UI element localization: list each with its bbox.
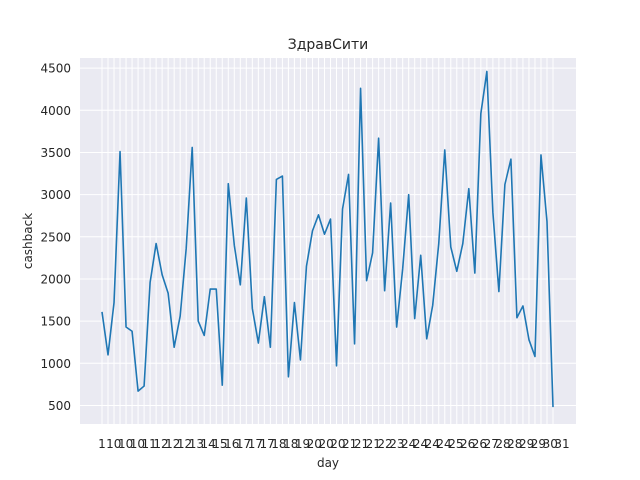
x-tick-label: 10 [118, 437, 133, 451]
cashback-line [101, 70, 554, 408]
x-tick-label: 21 [366, 437, 381, 451]
x-tick-label: 29 [531, 437, 546, 451]
x-tick-label: 31 [554, 437, 569, 451]
x-tick-label: 20 [330, 437, 345, 451]
x-tick-label: 1 [98, 437, 106, 451]
x-tick-label: 24 [401, 437, 416, 451]
x-tick-label: 20 [318, 437, 333, 451]
x-tick-label: 18 [283, 437, 298, 451]
x-tick-label: 26 [472, 437, 487, 451]
series-group [101, 70, 554, 408]
y-tick-label: 2000 [40, 272, 71, 286]
x-tick-label: 28 [507, 437, 522, 451]
y-tick-label: 1500 [40, 315, 71, 329]
x-tick-label: 12 [177, 437, 192, 451]
x-axis-label: day [317, 456, 339, 470]
y-tick-labels: 500 1000 1500 2000 2500 3000 3500 4000 4500 [40, 62, 71, 413]
x-tick-label: 28 [495, 437, 510, 451]
y-tick-label: 3000 [40, 188, 71, 202]
y-tick-label: 1000 [40, 357, 71, 371]
x-tick-label: 24 [413, 437, 428, 451]
x-tick-label: 22 [377, 437, 392, 451]
x-tick-label: 30 [543, 437, 558, 451]
x-tick-label: 13 [189, 437, 204, 451]
x-tick-label: 15 [212, 437, 227, 451]
x-tick-label: 17 [248, 437, 263, 451]
x-tick-label: 20 [307, 437, 322, 451]
x-tick-label: 23 [389, 437, 404, 451]
x-tick-label: 12 [153, 437, 168, 451]
y-tick-label: 4000 [40, 104, 71, 118]
x-tick-label: 24 [425, 437, 440, 451]
x-tick-label: 21 [342, 437, 357, 451]
y-tick-label: 3500 [40, 146, 71, 160]
y-tick-label: 4500 [40, 62, 71, 76]
x-tick-label: 21 [354, 437, 369, 451]
x-tick-label: 27 [484, 437, 499, 451]
y-tick-label: 2500 [40, 230, 71, 244]
x-tick-label: 17 [236, 437, 251, 451]
x-tick-label: 16 [224, 437, 239, 451]
x-tick-labels: 1 101010111212121314151617171718181920202… [98, 437, 569, 451]
x-tick-label: 19 [295, 437, 310, 451]
x-tick-label: 25 [448, 437, 463, 451]
x-tick-label: 29 [519, 437, 534, 451]
x-tick-label: 10 [130, 437, 145, 451]
x-tick-label: 24 [436, 437, 451, 451]
x-tick-label: 10 [106, 437, 121, 451]
chart-title: ЗдравСити [288, 37, 369, 53]
y-axis-label: cashback [21, 213, 35, 269]
x-tick-label: 18 [271, 437, 286, 451]
x-tick-label: 12 [165, 437, 180, 451]
x-tick-label: 14 [201, 437, 216, 451]
x-tick-label: 17 [259, 437, 274, 451]
x-tick-label: 11 [142, 437, 157, 451]
x-tick-label: 26 [460, 437, 475, 451]
y-tick-label: 500 [48, 399, 71, 413]
